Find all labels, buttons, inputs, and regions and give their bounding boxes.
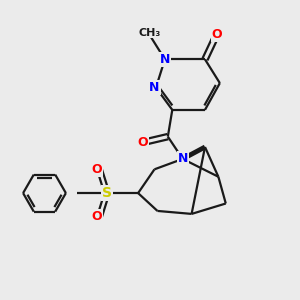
Text: N: N — [160, 53, 170, 66]
Text: N: N — [149, 81, 160, 94]
Text: O: O — [91, 210, 102, 224]
Text: O: O — [137, 136, 148, 149]
Text: N: N — [178, 152, 188, 165]
Text: S: S — [102, 186, 112, 200]
Text: O: O — [212, 28, 222, 40]
Text: CH₃: CH₃ — [139, 28, 161, 38]
Text: O: O — [91, 163, 102, 176]
